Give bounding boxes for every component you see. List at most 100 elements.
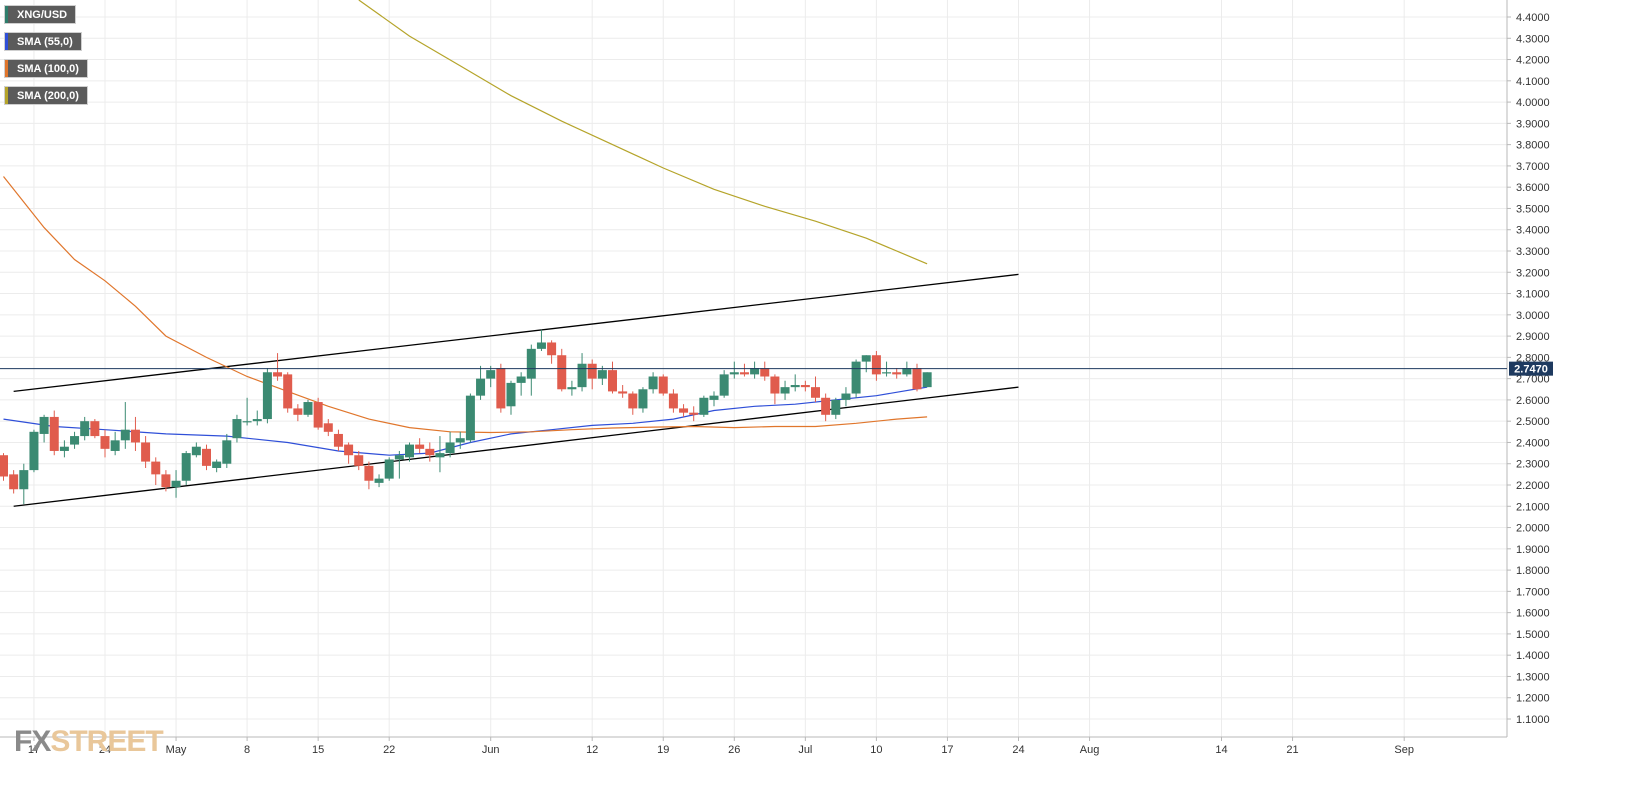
price-label: 2.7470 bbox=[1514, 364, 1548, 376]
sma-lines bbox=[3, 0, 928, 456]
y-tick-label: 3.8000 bbox=[1516, 140, 1550, 152]
candle bbox=[364, 461, 374, 490]
candle-body bbox=[141, 442, 151, 462]
y-tick-label: 1.2000 bbox=[1516, 693, 1550, 705]
candle-body bbox=[232, 419, 242, 439]
legend-item-xngusd[interactable]: XNG/USD bbox=[4, 5, 77, 24]
candle bbox=[709, 391, 719, 407]
candle bbox=[232, 414, 242, 443]
candle bbox=[699, 395, 709, 417]
candle-body bbox=[90, 421, 100, 437]
candle-body bbox=[719, 374, 729, 396]
fxstreet-logo: FXSTREET bbox=[14, 725, 164, 759]
candle bbox=[841, 387, 851, 407]
candle bbox=[780, 380, 790, 400]
candle-body bbox=[222, 440, 232, 464]
x-tick-label: 26 bbox=[728, 744, 740, 756]
candle bbox=[130, 416, 140, 451]
x-tick-label: 17 bbox=[28, 744, 40, 756]
legend-item-sma100[interactable]: SMA (100,0) bbox=[4, 59, 88, 78]
candle-body bbox=[618, 391, 628, 394]
candle bbox=[455, 431, 465, 449]
candle-body bbox=[760, 368, 770, 377]
candle-body bbox=[800, 385, 810, 388]
candles bbox=[0, 329, 932, 505]
candle-body bbox=[486, 370, 496, 379]
candle bbox=[567, 380, 577, 396]
candle bbox=[120, 402, 130, 449]
candle-body bbox=[181, 453, 191, 481]
candle-body bbox=[567, 387, 577, 390]
x-tick-label: 17 bbox=[941, 744, 953, 756]
candle bbox=[526, 344, 536, 396]
candle-body bbox=[344, 444, 354, 456]
candle-body bbox=[668, 393, 678, 409]
y-tick-label: 1.6000 bbox=[1516, 608, 1550, 620]
y-tick-label: 2.7000 bbox=[1516, 374, 1550, 386]
candle-body bbox=[262, 372, 272, 420]
candle-body bbox=[506, 382, 516, 407]
candle-body bbox=[780, 387, 790, 394]
candle-body bbox=[892, 372, 902, 375]
legend-label: XNG/USD bbox=[17, 8, 68, 21]
candle bbox=[313, 397, 323, 430]
y-tick-label: 2.3000 bbox=[1516, 459, 1550, 471]
candle bbox=[547, 340, 557, 364]
candle bbox=[486, 365, 496, 388]
candle bbox=[39, 414, 49, 443]
legend-item-sma200[interactable]: SMA (200,0) bbox=[4, 86, 88, 105]
candle-body bbox=[658, 376, 668, 394]
candle-body bbox=[425, 448, 435, 456]
y-tick-label: 3.9000 bbox=[1516, 118, 1550, 130]
candle-body bbox=[922, 372, 932, 388]
x-tick-label: 22 bbox=[383, 744, 395, 756]
candle bbox=[110, 431, 120, 456]
candle-body bbox=[455, 438, 465, 443]
candle-body bbox=[770, 376, 780, 394]
candle bbox=[405, 442, 414, 462]
candle bbox=[9, 470, 19, 494]
x-tick-label: 14 bbox=[1215, 744, 1227, 756]
candle bbox=[222, 433, 232, 468]
x-tick-label: 15 bbox=[312, 744, 324, 756]
candle-body bbox=[871, 355, 881, 375]
candle-body bbox=[608, 370, 617, 392]
candle bbox=[80, 416, 90, 441]
candle-body bbox=[536, 342, 546, 349]
candle-body bbox=[648, 376, 658, 390]
y-tick-label: 2.9000 bbox=[1516, 331, 1550, 343]
sma-line bbox=[358, 0, 928, 265]
candle bbox=[19, 463, 29, 505]
grid-lines bbox=[0, 0, 1507, 737]
candle-body bbox=[202, 448, 211, 466]
candle-body bbox=[29, 431, 39, 471]
candle-body bbox=[516, 376, 526, 383]
candle bbox=[729, 361, 739, 379]
y-axis: 1.1000 1.2000 1.3000 1.4000 1.5000 1.6000 1.70… bbox=[1506, 0, 1550, 737]
candle-body bbox=[699, 397, 709, 415]
y-tick-label: 3.1000 bbox=[1516, 289, 1550, 301]
candle-body bbox=[394, 455, 404, 460]
candle-body bbox=[861, 355, 871, 362]
candle bbox=[202, 444, 211, 471]
candle-body bbox=[191, 446, 201, 456]
candle bbox=[70, 431, 80, 449]
candle-body bbox=[739, 372, 749, 375]
candle-body bbox=[19, 470, 29, 490]
candle-body bbox=[851, 361, 861, 394]
candle-body bbox=[374, 478, 384, 483]
legend-swatch bbox=[5, 60, 8, 77]
candle bbox=[293, 404, 303, 422]
y-tick-label: 1.1000 bbox=[1516, 714, 1550, 726]
y-tick-label: 2.2000 bbox=[1516, 480, 1550, 492]
y-tick-label: 3.3000 bbox=[1516, 246, 1550, 258]
candle-body bbox=[577, 363, 587, 388]
legend-item-sma55[interactable]: SMA (55,0) bbox=[4, 32, 82, 51]
candle bbox=[668, 389, 678, 413]
channel-line bbox=[13, 273, 1019, 393]
price-label-box bbox=[1509, 361, 1553, 376]
channel-lines bbox=[13, 273, 1019, 507]
y-tick-label: 3.7000 bbox=[1516, 161, 1550, 173]
candle bbox=[587, 359, 597, 390]
